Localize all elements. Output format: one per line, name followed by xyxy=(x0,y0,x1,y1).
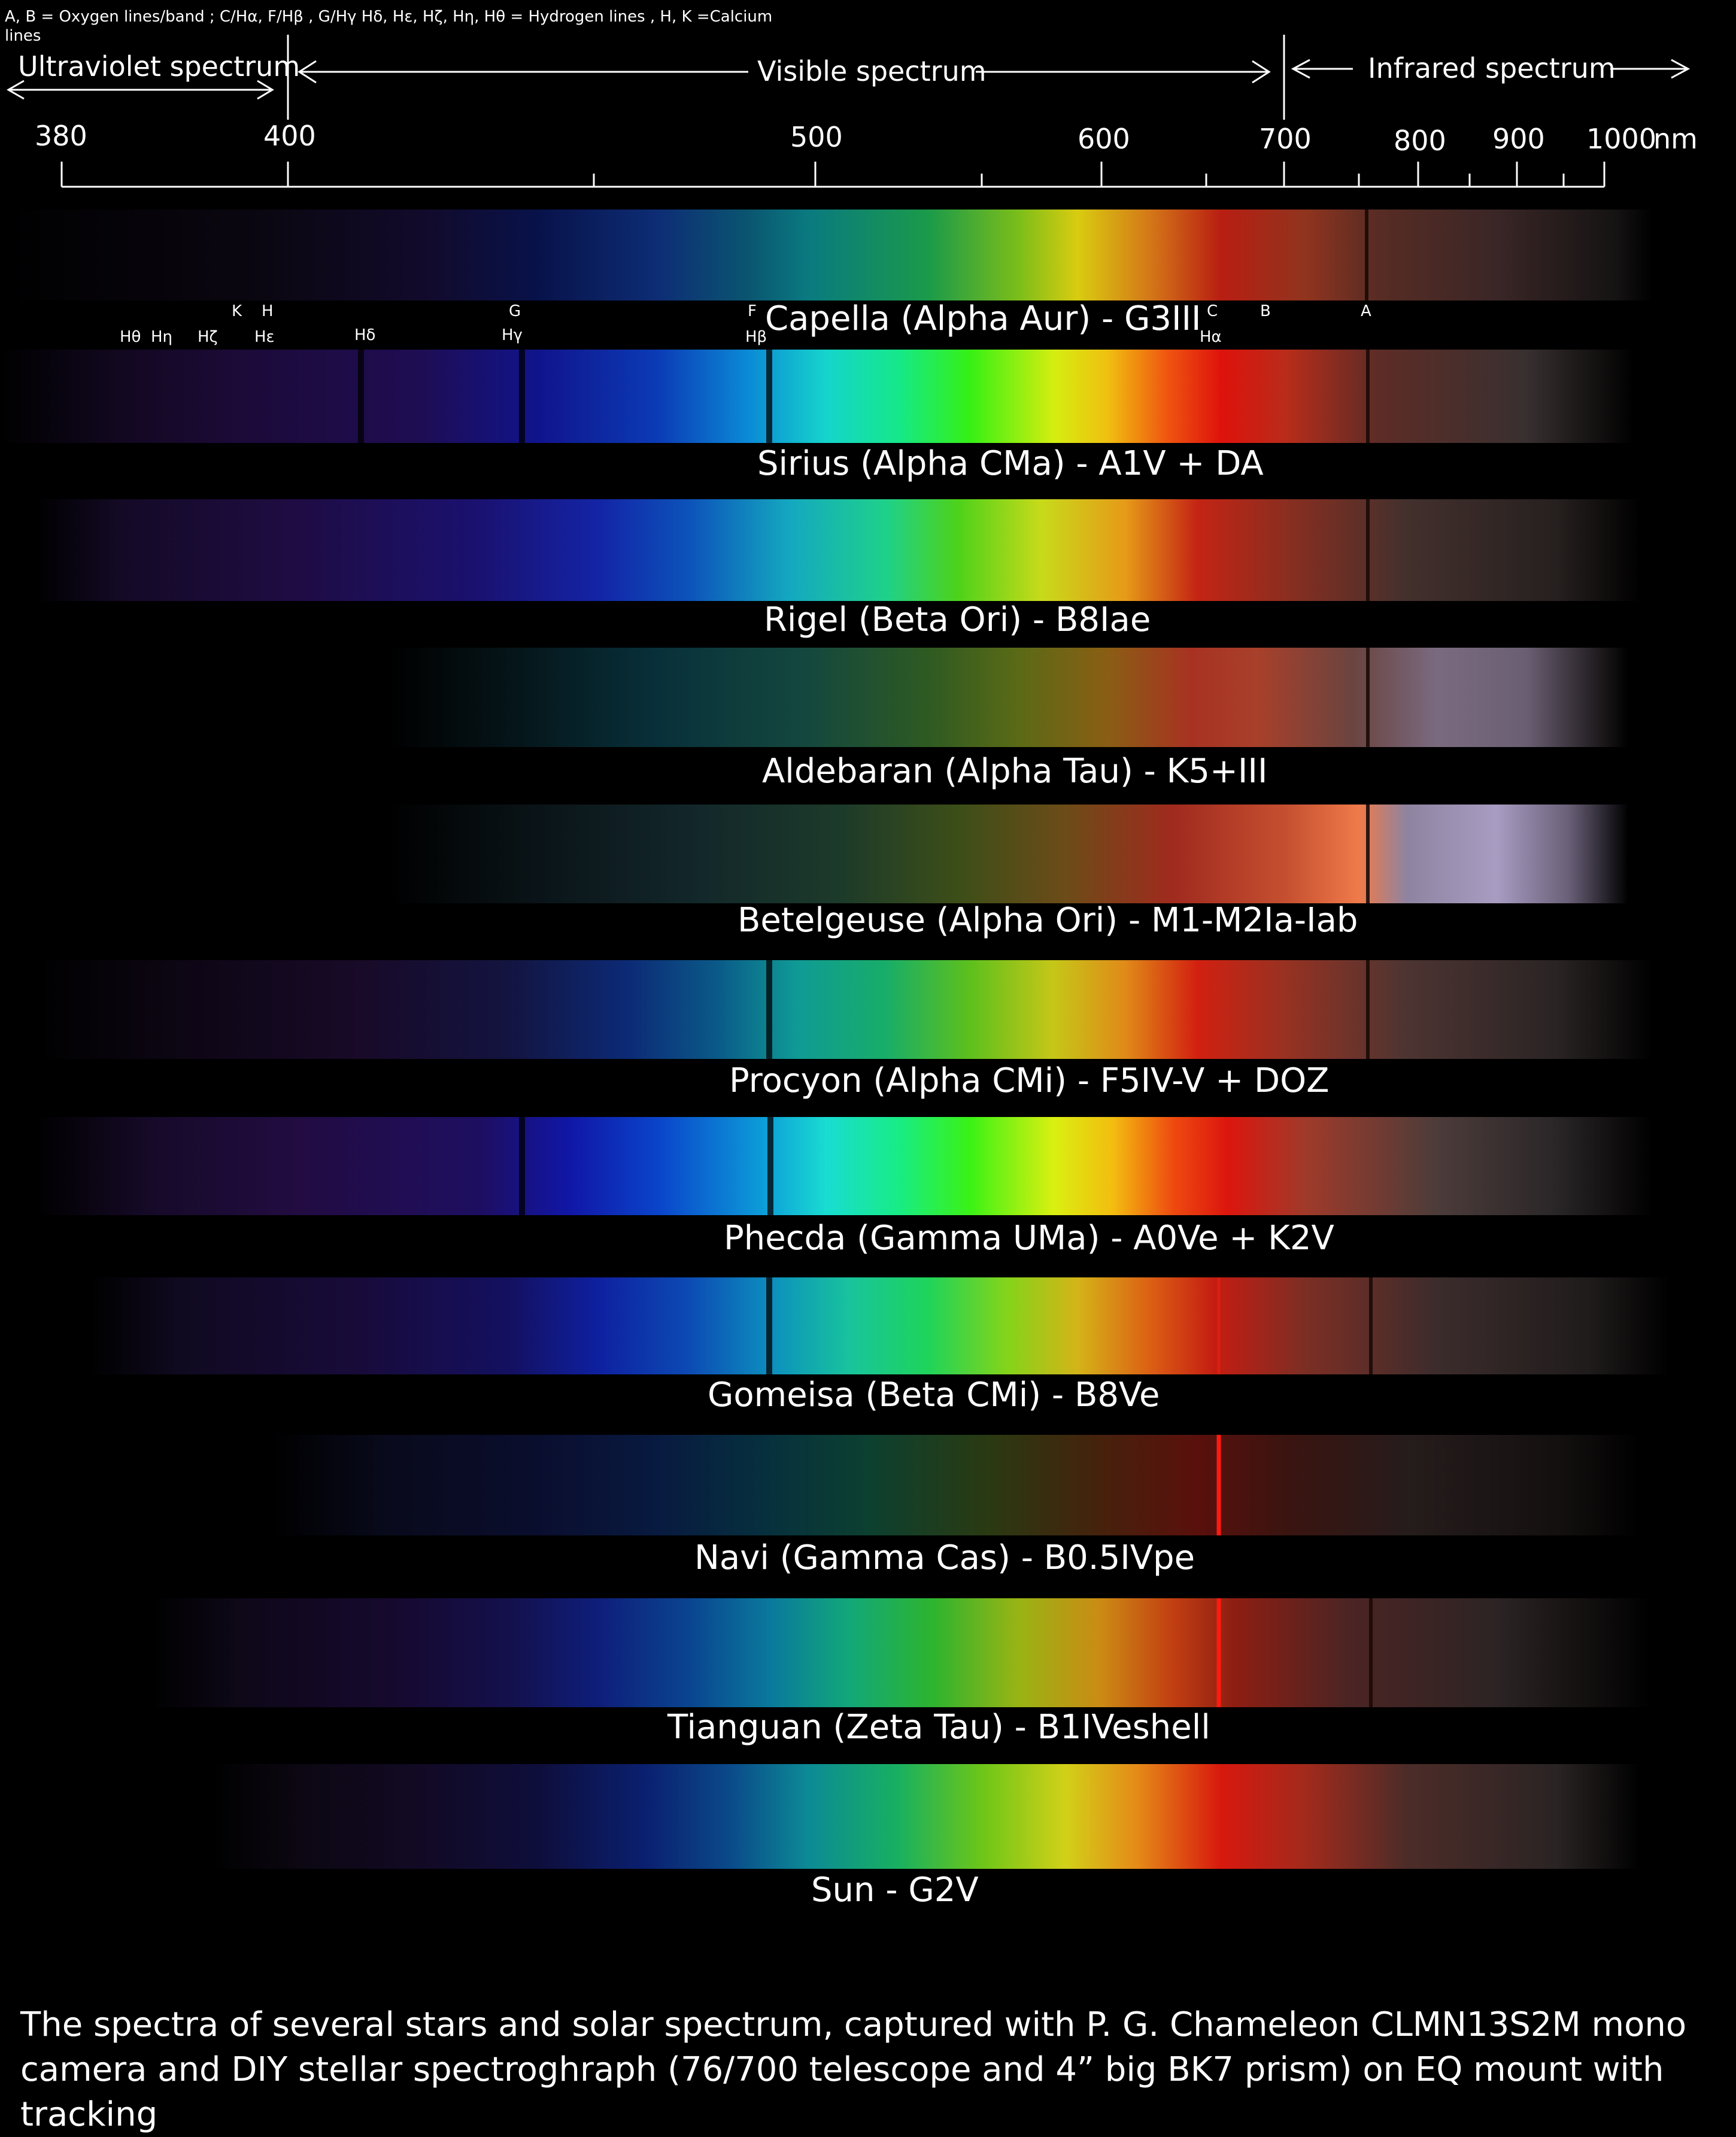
visible-arrow-left-head xyxy=(298,60,317,84)
marker-c: C xyxy=(1207,302,1218,320)
spectrum-band-procyon xyxy=(0,960,1736,1059)
spectrum-label-sirius: Sirius (Alpha CMa) - A1V + DA xyxy=(757,444,1264,483)
legend-text: A, B = Oxygen lines/band ; C/Hα, F/Hβ , … xyxy=(5,8,773,45)
spectrum-band-aldebaran xyxy=(0,648,1736,747)
spectrum-band-navi xyxy=(0,1435,1736,1535)
tick-label-380: 380 xyxy=(35,120,87,152)
spectrum-label-capella: Capella (Alpha Aur) - G3III xyxy=(765,299,1201,338)
uv-arrow-left-head xyxy=(6,80,25,100)
spectrum-label-sun: Sun - G2V xyxy=(811,1871,979,1910)
spectrum-band-capella xyxy=(0,210,1736,300)
marker-h-zeta: Hζ xyxy=(198,328,218,346)
tick-label-800: 800 xyxy=(1394,125,1446,157)
spectrum-band-sun xyxy=(0,1764,1736,1869)
marker-h-gamma: Hγ xyxy=(502,326,523,344)
spectrum-label-phecda: Phecda (Gamma UMa) - A0Ve + K2V xyxy=(724,1219,1334,1258)
marker-h-delta: Hδ xyxy=(354,326,376,344)
visible-region-label: Visible spectrum xyxy=(757,55,987,87)
spectrum-label-gomeisa: Gomeisa (Beta CMi) - B8Ve xyxy=(708,1376,1160,1414)
spectrum-band-rigel xyxy=(0,499,1736,601)
marker-f: F xyxy=(748,302,757,320)
axis-unit: nm xyxy=(1653,123,1698,155)
figure-caption: The spectra of several stars and solar s… xyxy=(20,2005,1687,2134)
marker-k: K xyxy=(232,302,242,320)
tick-label-900: 900 xyxy=(1492,123,1545,155)
absorption-emission-lines xyxy=(1216,210,1373,1707)
tick-label-600: 600 xyxy=(1078,123,1130,155)
spectrum-band-gomeisa xyxy=(0,1277,1736,1374)
ir-region-label: Infrared spectrum xyxy=(1368,52,1616,84)
ir-arrow-left-head xyxy=(1291,59,1310,79)
spectrum-label-tianguan: Tianguan (Zeta Tau) - B1IVeshell xyxy=(667,1708,1210,1747)
tick-label-1000: 1000 xyxy=(1586,123,1657,155)
spectrum-band-sirius xyxy=(0,350,1736,443)
spectrum-label-navi: Navi (Gamma Cas) - B0.5IVpe xyxy=(694,1538,1195,1577)
spectrum-band-tianguan xyxy=(0,1598,1736,1707)
marker-a: A xyxy=(1361,302,1371,320)
uv-arrow-right-head xyxy=(257,80,274,100)
spectrum-band-phecda xyxy=(0,1117,1736,1215)
tick-label-500: 500 xyxy=(790,121,843,153)
marker-h-epsilon: Hε xyxy=(254,328,275,346)
wavelength-axis xyxy=(6,35,1691,188)
marker-h-beta: Hβ xyxy=(745,328,767,346)
spectrum-label-rigel: Rigel (Beta Ori) - B8Iae xyxy=(764,600,1151,639)
spectrum-label-betelgeuse: Betelgeuse (Alpha Ori) - M1-M2Ia-Iab xyxy=(738,901,1358,940)
spectrum-label-aldebaran: Aldebaran (Alpha Tau) - K5+III xyxy=(762,752,1268,791)
tick-label-700: 700 xyxy=(1259,123,1312,155)
visible-arrow-right-head xyxy=(1252,60,1271,84)
marker-b: B xyxy=(1260,302,1271,320)
ir-arrow-right-head xyxy=(1671,59,1691,79)
tick-label-400: 400 xyxy=(263,120,316,152)
spectrum-label-procyon: Procyon (Alpha CMi) - F5IV-V + DOZ xyxy=(729,1061,1330,1100)
marker-h-theta: Hθ xyxy=(120,328,141,346)
marker-h: H xyxy=(262,302,274,320)
marker-h-eta: Hη xyxy=(151,328,173,346)
spectrum-band-betelgeuse xyxy=(0,805,1736,903)
marker-h-alpha: Hα xyxy=(1200,328,1222,346)
uv-region-label: Ultraviolet spectrum xyxy=(18,50,301,83)
marker-g: G xyxy=(509,302,521,320)
